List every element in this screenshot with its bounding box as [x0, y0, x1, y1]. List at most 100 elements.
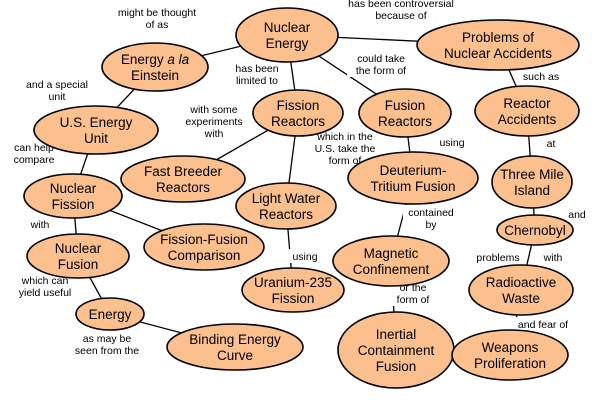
concept-node-label: Fission Reactors	[271, 98, 325, 129]
link-label-background	[435, 135, 469, 149]
link-label-background	[288, 249, 322, 263]
link-label-text: using	[439, 137, 464, 149]
concept-node-us-energy-unit: U.S. Energy Unit	[33, 105, 159, 155]
concept-node-nuclear-fusion: Nuclear Fusion	[26, 233, 130, 279]
concept-node-weapons-proliferation: Weapons Proliferation	[451, 329, 569, 381]
link-label-has-been-controversial-because-of: has been controversial because of	[335, 0, 467, 22]
link-label-text: which in the U.S. take the form of	[315, 131, 376, 167]
concept-node-ellipse	[23, 173, 123, 219]
link-label-background	[472, 250, 524, 264]
link-label-text: which can yield useful	[19, 275, 72, 299]
link-label-background	[543, 136, 559, 150]
concept-node-energy-a-la-einstein: Energy a la Einstein	[101, 42, 209, 92]
link-label-background	[566, 207, 588, 221]
concept-node-fusion-reactors: Fusion Reactors	[358, 88, 452, 138]
concept-node-ellipse	[235, 182, 337, 230]
concept-node-ellipse	[33, 105, 159, 155]
link-label-using-2: using	[288, 249, 322, 263]
link-label-text: has been controversial because of	[348, 0, 454, 22]
concept-node-ellipse	[241, 267, 345, 313]
concept-node-ellipse	[75, 297, 145, 331]
link-label-background	[347, 51, 415, 77]
concept-node-label: Radioactive Waste	[486, 275, 557, 306]
link-label-text: and	[568, 209, 586, 221]
link-label-with: with	[26, 217, 54, 231]
concept-map-nodes: Nuclear Energy Energy a la Einstein Problems…	[23, 7, 580, 389]
concept-node-reactor-accidents: Reactor Accidents	[474, 85, 580, 137]
link-label-text: with some experiments with	[185, 104, 242, 140]
concept-node-label: Nuclear Energy	[264, 20, 311, 51]
concept-node-ellipse	[143, 223, 265, 271]
link-label-text: problems	[476, 252, 519, 264]
concept-node-label: Light Water Reactors	[252, 191, 321, 222]
link-label-with-some-experiments-with: with some experiments with	[180, 102, 248, 140]
link-label-such-as: such as	[518, 69, 564, 83]
concept-node-binding-energy-curve: Binding Energy Curve	[166, 323, 304, 371]
concept-node-ellipse	[101, 42, 209, 92]
concept-node-label: Deuterium-Tritium Fusion	[370, 163, 455, 194]
link-label-text: could take the form of	[356, 53, 406, 77]
concept-node-fast-breeder-reactors: Fast Breeder Reactors	[120, 155, 246, 203]
concept-node-nuclear-fission: Nuclear Fission	[23, 173, 123, 219]
concept-node-ellipse	[347, 151, 479, 205]
link-label-text: using	[292, 251, 317, 263]
link-label-which-can-yield-useful: which can yield useful	[8, 273, 82, 299]
concept-node-label: Reactor Accidents	[498, 96, 557, 127]
link-label-and-fear-of: and fear of	[509, 317, 577, 331]
link-label-might-be-thought-of-as: might be thought of as	[108, 5, 206, 31]
concept-node-label: Energy	[89, 307, 132, 322]
concept-node-ellipse	[491, 155, 573, 209]
concept-node-energy: Energy	[75, 297, 145, 331]
concept-node-uranium-235-fission: Uranium-235 Fission	[241, 267, 345, 313]
link-label-has-been-limited-to: has been limited to	[226, 61, 288, 87]
concept-node-ellipse	[26, 233, 130, 279]
concept-node-ellipse	[416, 19, 580, 71]
link-label-background	[539, 250, 567, 264]
concept-node-label: Problems of Nuclear Accidents	[444, 30, 552, 61]
link-label-background	[335, 0, 467, 22]
concept-node-label: Binding Energy Curve	[189, 332, 281, 363]
link-label-text: at	[547, 138, 556, 150]
concept-node-label: Fission-Fusion Comparison	[160, 232, 248, 263]
concept-node-label: Nuclear Fusion	[55, 241, 102, 272]
concept-node-label: Inertial Containment Fusion	[358, 327, 435, 374]
link-label-text: with	[30, 219, 50, 231]
link-label-text: contained by	[408, 207, 454, 231]
concept-node-radioactive-waste: Radioactive Waste	[468, 264, 574, 316]
link-label-background	[509, 317, 577, 331]
link-label-text: such as	[523, 71, 559, 83]
link-label-text: and fear of	[518, 319, 568, 331]
link-label-as-may-be-seen-from-the: as may be seen from the	[67, 331, 147, 357]
link-label-and: and	[566, 207, 588, 221]
concept-node-ellipse	[332, 235, 450, 287]
link-label-background	[17, 77, 97, 103]
link-label-using-1: using	[435, 135, 469, 149]
concept-node-ellipse	[252, 89, 344, 137]
concept-node-fission-fusion-comparison: Fission-Fusion Comparison	[143, 223, 265, 271]
link-label-background	[67, 331, 147, 357]
link-label-and-a-special-unit: and a special unit	[17, 77, 97, 103]
link-label-background	[180, 102, 248, 140]
concept-node-label: Fusion Reactors	[378, 98, 432, 129]
concept-node-deuterium-tritium-fusion: Deuterium-Tritium Fusion	[347, 151, 479, 205]
concept-node-label: Three Mile Island	[500, 167, 564, 198]
concept-node-nuclear-energy: Nuclear Energy	[235, 7, 339, 63]
concept-node-label: Energy a la Einstein	[121, 52, 190, 83]
link-label-text: can help compare	[14, 142, 55, 166]
link-label-with-2: with	[539, 250, 567, 264]
concept-node-ellipse	[468, 264, 574, 316]
link-label-at: at	[543, 136, 559, 150]
link-label-background	[518, 69, 564, 83]
link-label-text: and a special unit	[26, 79, 88, 103]
link-label-background	[402, 205, 460, 231]
concept-map-link-labels: might be thought of as has been controvers…	[8, 0, 588, 357]
concept-node-label: Uranium-235 Fission	[254, 275, 332, 306]
concept-node-ellipse	[496, 214, 574, 246]
concept-node-light-water-reactors: Light Water Reactors	[235, 182, 337, 230]
concept-node-label: Magnetic Confinement	[353, 246, 430, 277]
concept-node-fission-reactors: Fission Reactors	[252, 89, 344, 137]
concept-node-label: Weapons Proliferation	[474, 340, 546, 371]
link-label-background	[226, 61, 288, 87]
concept-node-ellipse	[451, 329, 569, 381]
